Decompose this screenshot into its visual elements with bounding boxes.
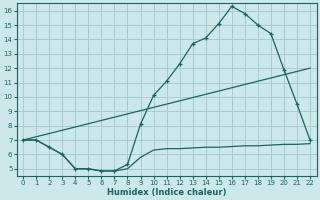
X-axis label: Humidex (Indice chaleur): Humidex (Indice chaleur) [107,188,226,197]
